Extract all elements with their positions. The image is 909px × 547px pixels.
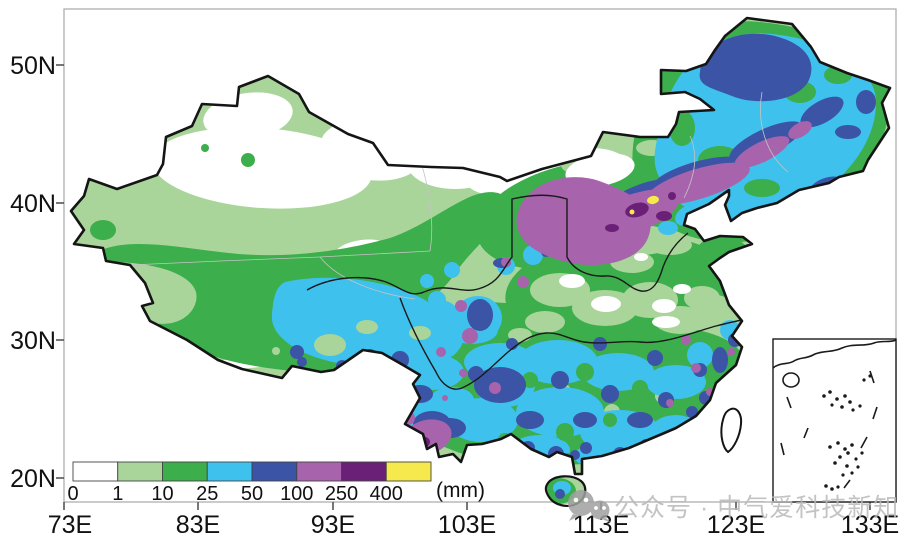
x-axis-label: 103E [438,511,496,539]
legend-swatch-25 [206,461,253,482]
legend-swatch-400 [385,461,432,482]
inset-dashes [780,370,878,489]
legend-swatches [72,461,432,482]
rivers [306,194,743,390]
plot-frame [63,8,897,503]
x-axis-label: 73E [48,511,92,539]
legend-swatch-0 [72,461,119,482]
legend-swatch-50 [251,461,298,482]
legend-tick-label: 100 [280,483,313,505]
y-axis-label: 30N [10,327,56,355]
watermark: 公众号 · 中气爱科技新知 [568,490,899,523]
legend-tick-label: 25 [196,483,218,505]
inset-islands [822,374,872,491]
legend-tick-label: 10 [151,483,173,505]
watermark-text: 公众号 · 中气爱科技新知 [614,494,899,522]
x-axis-label: 93E [311,511,355,539]
yangtze-river [399,297,743,390]
legend-swatch-1 [117,461,163,482]
x-axis-label: 123E [707,511,765,539]
taiwan-island [720,407,743,454]
legend-tick-label: 250 [325,483,358,505]
legend-tick-label: 1 [112,483,123,505]
y-axis-label: 40N [10,190,56,218]
wechat-icon [568,490,611,523]
x-axis-label: 83E [176,511,220,539]
legend-tick-labels: 0 1 10 25 50 100 250 400 [67,483,403,505]
inset-coastline [772,339,897,388]
legend-tick-label: 400 [370,483,403,505]
legend-swatch-250 [341,461,387,482]
legend-unit-label: (mm) [436,479,485,502]
color-scale-legend: 0 1 10 25 50 100 250 400 (mm) [67,461,485,505]
y-axis-label: 50N [10,52,56,80]
y-axis-labels: 50N 40N 30N 20N [10,52,56,493]
province-borders [129,91,789,300]
y-axis-label: 20N [10,465,56,493]
inset-frame [772,338,897,503]
yellow-river [306,194,689,295]
axis-ticks [56,64,871,510]
x-axis-label: 133E [841,511,899,539]
legend-swatch-10 [162,461,208,482]
layer-yellow [629,195,659,215]
south-china-sea-inset [772,338,897,503]
legend-tick-label: 50 [241,483,263,505]
legend-tick-label: 0 [67,483,78,505]
layer-lightgreen-pockets [272,320,431,356]
legend-swatch-100 [296,461,342,482]
